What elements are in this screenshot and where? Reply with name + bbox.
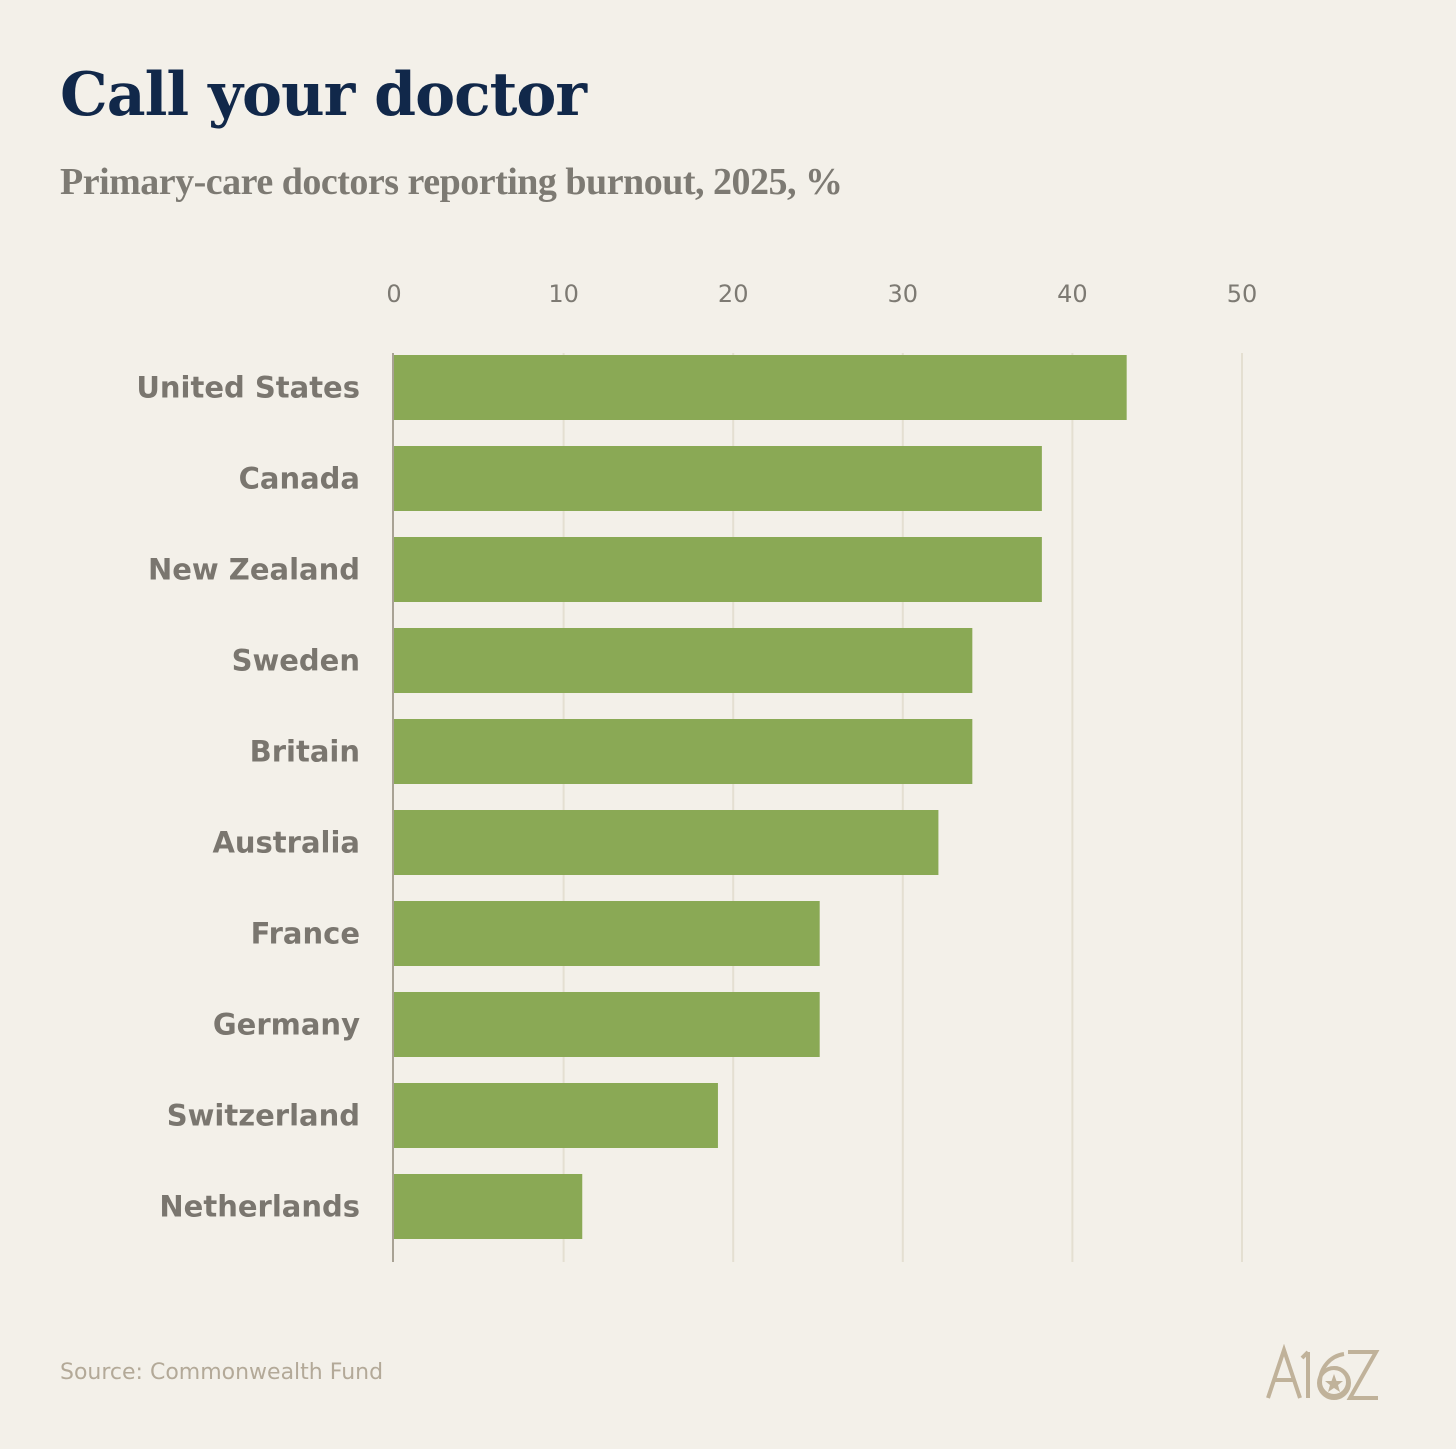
category-labels: United States Canada New Zealand Sweden Brit… [136, 371, 360, 1224]
category-label: Netherlands [159, 1190, 360, 1224]
bar [394, 810, 939, 875]
bars [394, 355, 1127, 1239]
bar [394, 1174, 583, 1239]
chart-subtitle: Primary-care doctors reporting burnout, … [60, 161, 843, 203]
x-tick-label: 30 [888, 280, 919, 308]
bar [394, 537, 1042, 602]
a16z-logo [1266, 1344, 1380, 1400]
x-tick-label: 50 [1227, 280, 1258, 308]
bar [394, 628, 973, 693]
category-label: France [251, 917, 360, 951]
category-label: Sweden [232, 644, 360, 678]
x-tick-label: 40 [1057, 280, 1088, 308]
source-note: Source: Commonwealth Fund [60, 1360, 384, 1385]
bar [394, 901, 820, 966]
x-axis-tick-labels: 0 10 20 30 40 50 [386, 280, 1257, 308]
bar [394, 992, 820, 1057]
x-tick-label: 10 [548, 280, 579, 308]
x-tick-label: 0 [386, 280, 401, 308]
chart-title: Call your doctor [60, 60, 587, 130]
category-label: Australia [212, 826, 360, 860]
category-label: Britain [250, 735, 360, 769]
category-label: Germany [213, 1008, 360, 1042]
category-label: United States [136, 371, 360, 405]
bar [394, 1083, 718, 1148]
x-tick-label: 20 [718, 280, 749, 308]
bar [394, 446, 1042, 511]
bar [394, 355, 1127, 420]
bar [394, 719, 973, 784]
category-label: New Zealand [148, 553, 360, 587]
category-label: Canada [239, 462, 360, 496]
category-label: Switzerland [167, 1099, 360, 1133]
